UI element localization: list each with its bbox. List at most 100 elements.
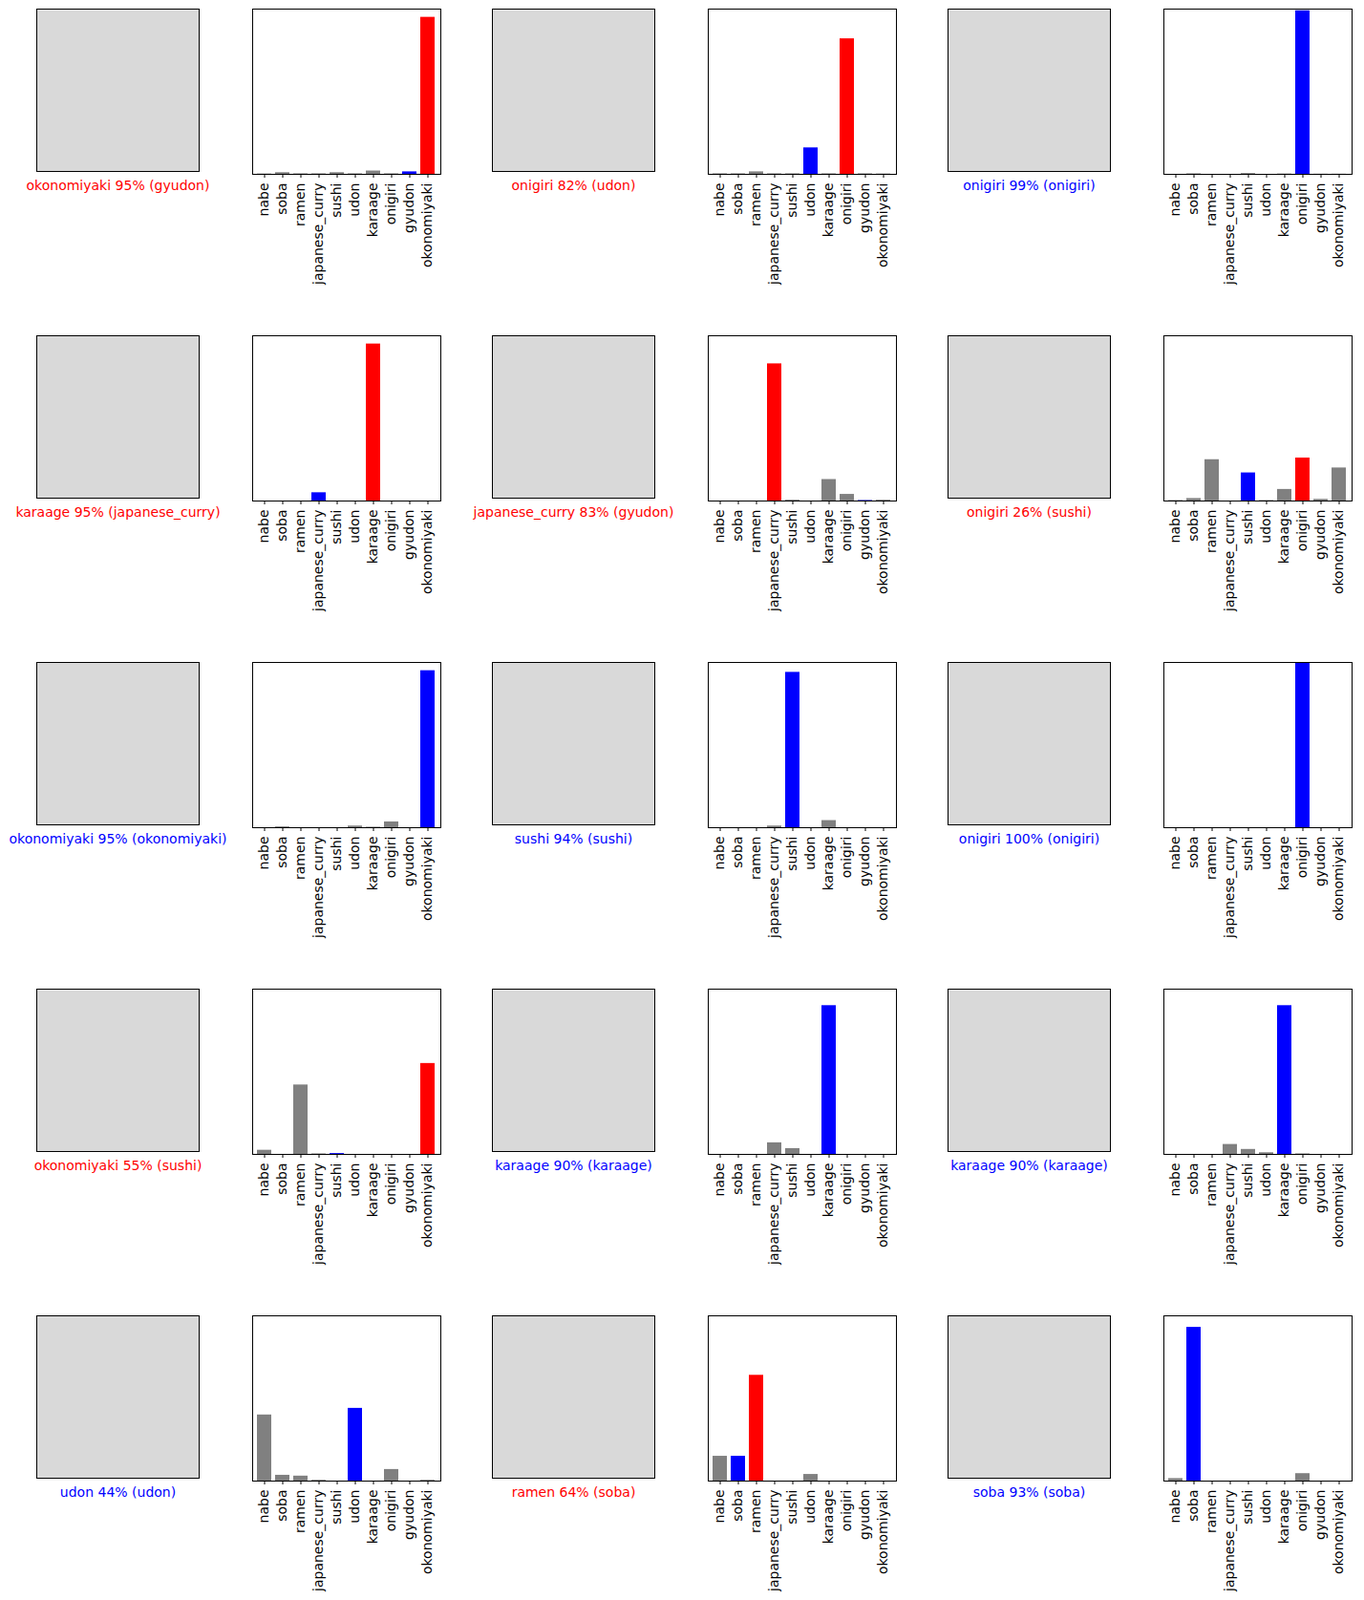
- svg-text:soba: soba: [274, 836, 290, 869]
- svg-text:okonomiyaki: okonomiyaki: [1330, 183, 1346, 269]
- svg-text:udon: udon: [346, 510, 363, 544]
- svg-text:sushi: sushi: [328, 510, 344, 545]
- svg-text:sushi: sushi: [784, 183, 800, 218]
- svg-text:japanese_curry: japanese_curry: [310, 1163, 326, 1266]
- svg-text:onigiri: onigiri: [383, 510, 399, 553]
- svg-text:karaage: karaage: [820, 510, 836, 565]
- svg-text:karaage: karaage: [364, 836, 381, 892]
- svg-text:gyudon: gyudon: [401, 1163, 417, 1214]
- svg-text:nabe: nabe: [1167, 1163, 1183, 1197]
- svg-text:karaage: karaage: [1276, 1490, 1292, 1545]
- svg-text:sushi: sushi: [1239, 1490, 1256, 1525]
- svg-text:udon: udon: [346, 1163, 363, 1197]
- svg-text:onigiri: onigiri: [383, 1490, 399, 1533]
- svg-text:soba: soba: [729, 1490, 746, 1522]
- svg-text:gyudon: gyudon: [856, 1163, 873, 1214]
- svg-text:soba: soba: [729, 1163, 746, 1195]
- svg-text:gyudon: gyudon: [856, 836, 873, 887]
- svg-text:onigiri: onigiri: [838, 836, 854, 879]
- svg-text:gyudon: gyudon: [401, 1490, 417, 1540]
- svg-text:japanese_curry: japanese_curry: [766, 1163, 782, 1266]
- svg-text:udon: udon: [802, 1490, 818, 1524]
- svg-text:udon: udon: [802, 1163, 818, 1197]
- svg-text:karaage: karaage: [1276, 1163, 1292, 1218]
- svg-text:soba: soba: [274, 1163, 290, 1195]
- svg-text:gyudon: gyudon: [401, 836, 417, 887]
- svg-text:soba: soba: [274, 183, 290, 215]
- svg-text:sushi: sushi: [328, 1163, 344, 1198]
- svg-text:ramen: ramen: [292, 510, 308, 554]
- svg-text:okonomiyaki: okonomiyaki: [874, 836, 891, 922]
- svg-text:soba: soba: [729, 183, 746, 215]
- svg-text:onigiri: onigiri: [838, 1490, 854, 1533]
- svg-text:ramen: ramen: [1203, 1490, 1219, 1534]
- svg-text:gyudon: gyudon: [401, 510, 417, 560]
- svg-text:gyudon: gyudon: [401, 183, 417, 234]
- svg-text:udon: udon: [802, 836, 818, 871]
- svg-text:ramen: ramen: [747, 183, 764, 227]
- svg-text:ramen: ramen: [1203, 510, 1219, 554]
- svg-text:udon: udon: [1257, 510, 1274, 544]
- svg-text:karaage: karaage: [820, 1490, 836, 1545]
- svg-text:karaage: karaage: [364, 1163, 381, 1218]
- svg-text:ramen: ramen: [747, 1490, 764, 1534]
- svg-text:okonomiyaki: okonomiyaki: [1330, 1490, 1346, 1576]
- svg-text:sushi: sushi: [784, 510, 800, 545]
- svg-text:nabe: nabe: [711, 183, 727, 217]
- svg-text:udon: udon: [802, 510, 818, 544]
- svg-text:gyudon: gyudon: [856, 183, 873, 234]
- svg-text:karaage: karaage: [1276, 183, 1292, 238]
- svg-text:okonomiyaki: okonomiyaki: [1330, 510, 1346, 596]
- svg-text:okonomiyaki: okonomiyaki: [874, 510, 891, 596]
- svg-text:udon: udon: [346, 183, 363, 217]
- svg-text:ramen: ramen: [1203, 183, 1219, 227]
- svg-text:udon: udon: [346, 836, 363, 871]
- svg-text:nabe: nabe: [1167, 183, 1183, 217]
- svg-text:onigiri: onigiri: [1294, 1163, 1310, 1206]
- svg-text:sushi: sushi: [328, 1490, 344, 1525]
- svg-text:nabe: nabe: [1167, 510, 1183, 544]
- svg-text:karaage: karaage: [820, 836, 836, 892]
- svg-text:nabe: nabe: [255, 1163, 272, 1197]
- svg-text:japanese_curry: japanese_curry: [766, 510, 782, 613]
- svg-text:japanese_curry: japanese_curry: [766, 1490, 782, 1593]
- svg-text:nabe: nabe: [255, 510, 272, 544]
- svg-text:nabe: nabe: [1167, 1490, 1183, 1524]
- svg-text:nabe: nabe: [255, 836, 272, 871]
- svg-text:onigiri: onigiri: [838, 183, 854, 226]
- svg-text:ramen: ramen: [1203, 1163, 1219, 1207]
- svg-text:sushi: sushi: [1239, 510, 1256, 545]
- svg-text:sushi: sushi: [784, 1490, 800, 1525]
- svg-text:gyudon: gyudon: [1312, 183, 1328, 234]
- svg-text:okonomiyaki: okonomiyaki: [874, 183, 891, 269]
- svg-text:soba: soba: [1185, 183, 1201, 215]
- svg-text:japanese_curry: japanese_curry: [1221, 836, 1237, 939]
- svg-text:gyudon: gyudon: [856, 510, 873, 560]
- svg-text:ramen: ramen: [292, 1490, 308, 1534]
- svg-text:japanese_curry: japanese_curry: [1221, 183, 1237, 286]
- svg-text:gyudon: gyudon: [1312, 836, 1328, 887]
- svg-text:onigiri: onigiri: [838, 1163, 854, 1206]
- svg-text:karaage: karaage: [1276, 510, 1292, 565]
- svg-text:okonomiyaki: okonomiyaki: [1330, 1163, 1346, 1249]
- svg-text:okonomiyaki: okonomiyaki: [874, 1163, 891, 1249]
- svg-text:nabe: nabe: [711, 836, 727, 871]
- svg-text:okonomiyaki: okonomiyaki: [419, 1490, 435, 1576]
- svg-text:udon: udon: [1257, 183, 1274, 217]
- svg-text:sushi: sushi: [1239, 1163, 1256, 1198]
- svg-text:soba: soba: [274, 510, 290, 542]
- svg-text:soba: soba: [1185, 836, 1201, 869]
- svg-text:nabe: nabe: [711, 1490, 727, 1524]
- svg-text:ramen: ramen: [747, 510, 764, 554]
- svg-text:udon: udon: [1257, 1163, 1274, 1197]
- svg-text:ramen: ramen: [1203, 836, 1219, 880]
- svg-text:onigiri: onigiri: [383, 836, 399, 879]
- svg-text:onigiri: onigiri: [838, 510, 854, 553]
- svg-text:soba: soba: [1185, 510, 1201, 542]
- svg-text:sushi: sushi: [1239, 836, 1256, 872]
- svg-text:ramen: ramen: [747, 836, 764, 880]
- svg-text:ramen: ramen: [292, 183, 308, 227]
- svg-text:karaage: karaage: [364, 510, 381, 565]
- svg-text:onigiri: onigiri: [1294, 510, 1310, 553]
- svg-text:okonomiyaki: okonomiyaki: [419, 510, 435, 596]
